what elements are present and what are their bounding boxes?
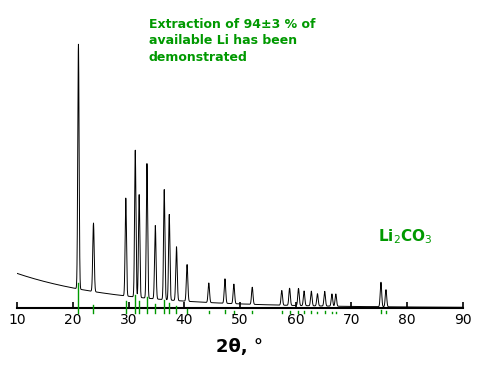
Text: Extraction of 94±3 % of
available Li has been
demonstrated: Extraction of 94±3 % of available Li has… [149, 18, 315, 64]
X-axis label: 2θ, °: 2θ, ° [216, 338, 264, 356]
Text: Li$_2$CO$_3$: Li$_2$CO$_3$ [378, 227, 432, 246]
